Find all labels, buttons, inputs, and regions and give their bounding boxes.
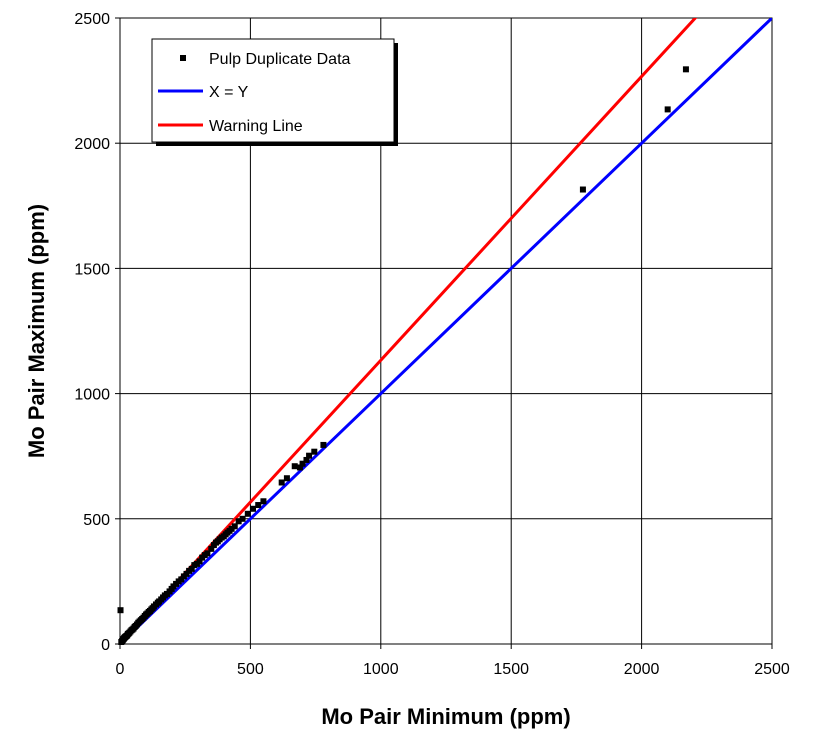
legend-label-warning: Warning Line xyxy=(209,118,303,135)
legend-label-xy: X = Y xyxy=(209,84,249,101)
legend-marker-points xyxy=(180,55,186,61)
plot-area xyxy=(119,17,773,645)
legend: Pulp Duplicate Data X = Y Warning Line xyxy=(151,38,398,146)
y-tick-label: 500 xyxy=(83,512,110,529)
data-point xyxy=(311,448,318,455)
data-point xyxy=(306,452,313,459)
data-point xyxy=(260,498,267,505)
data-point xyxy=(255,502,262,509)
x-tick-label: 2500 xyxy=(754,661,790,678)
data-point xyxy=(204,550,211,557)
data-point xyxy=(682,66,689,73)
data-point xyxy=(320,441,327,448)
x-tick-label: 0 xyxy=(116,661,125,678)
x-tick-label: 500 xyxy=(237,661,264,678)
data-point xyxy=(664,106,671,113)
x-tick-label: 2000 xyxy=(624,661,660,678)
data-point xyxy=(178,576,185,583)
data-point xyxy=(183,570,190,577)
y-tick-label: 1500 xyxy=(74,261,110,278)
data-point xyxy=(244,510,251,517)
data-point xyxy=(208,545,215,552)
plot-border xyxy=(119,17,773,645)
data-point xyxy=(283,475,290,482)
y-tick-label: 1000 xyxy=(74,387,110,404)
x-axis-ticks: 0 500 1000 1500 2000 2500 xyxy=(116,644,790,678)
y-tick-label: 0 xyxy=(101,637,110,654)
data-point xyxy=(196,558,203,565)
data-point xyxy=(296,464,303,471)
xy-line xyxy=(120,18,772,644)
data-point xyxy=(579,186,586,193)
data-point xyxy=(231,523,238,530)
data-point xyxy=(235,518,242,525)
data-point xyxy=(299,460,306,467)
x-tick-label: 1500 xyxy=(493,661,529,678)
data-point xyxy=(117,607,124,614)
data-point xyxy=(278,479,285,486)
y-axis-ticks: 0 500 1000 1500 2000 2500 xyxy=(74,11,120,654)
data-point xyxy=(239,515,246,522)
legend-label-points: Pulp Duplicate Data xyxy=(209,51,351,68)
scatter-points xyxy=(117,66,689,645)
data-point xyxy=(228,525,235,532)
data-point xyxy=(188,565,195,572)
x-axis-title: Mo Pair Minimum (ppm) xyxy=(321,704,570,729)
data-point xyxy=(303,456,310,463)
data-point xyxy=(291,463,298,470)
data-point xyxy=(250,505,257,512)
y-tick-label: 2000 xyxy=(74,136,110,153)
y-tick-label: 2500 xyxy=(74,11,110,28)
x-tick-label: 1000 xyxy=(363,661,399,678)
y-axis-title: Mo Pair Maximum (ppm) xyxy=(24,204,49,458)
